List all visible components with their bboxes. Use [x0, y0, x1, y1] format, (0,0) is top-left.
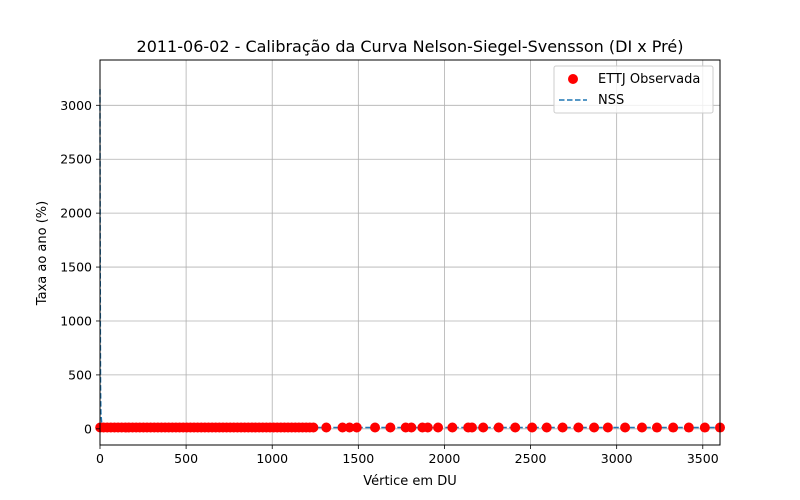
- observed-point: [337, 422, 348, 433]
- y-tick-label: 3000: [60, 98, 92, 113]
- observed-point: [351, 422, 362, 433]
- observed-point: [651, 422, 662, 433]
- x-tick-label: 1500: [342, 451, 374, 466]
- observed-point: [308, 422, 319, 433]
- x-tick-label: 500: [174, 451, 198, 466]
- plot-area-frame: [99, 59, 721, 446]
- observed-point: [385, 422, 396, 433]
- legend-marker-observed: [568, 74, 578, 84]
- y-axis-ticks: 0 500 1000 1500 2000 2500 3000: [60, 98, 100, 436]
- plot-content: [95, 89, 725, 433]
- observed-point: [433, 422, 444, 433]
- y-tick-label: 1000: [60, 313, 92, 328]
- observed-point: [683, 422, 694, 433]
- x-tick-label: 2000: [429, 451, 461, 466]
- observed-point: [527, 422, 538, 433]
- observed-point: [510, 422, 521, 433]
- observed-point: [636, 422, 647, 433]
- x-tick-label: 2500: [515, 451, 547, 466]
- observed-point: [406, 422, 417, 433]
- observed-point: [602, 422, 613, 433]
- observed-point: [493, 422, 504, 433]
- y-tick-label: 0: [84, 421, 92, 436]
- legend: ETTJ Observada NSS: [553, 65, 714, 114]
- y-tick-label: 500: [68, 367, 92, 382]
- y-tick-label: 1500: [60, 260, 92, 275]
- y-tick-label: 2000: [60, 206, 92, 221]
- x-tick-label: 3000: [601, 451, 633, 466]
- observed-point: [344, 422, 355, 433]
- observed-point: [589, 422, 600, 433]
- y-axis-label: Taxa ao ano (%): [35, 201, 50, 306]
- legend-box: [553, 65, 714, 114]
- observed-point: [321, 422, 332, 433]
- x-tick-label: 3500: [687, 451, 719, 466]
- legend-label-observed: ETTJ Observada: [598, 72, 700, 87]
- observed-point: [478, 422, 489, 433]
- x-tick-label: 1000: [256, 451, 288, 466]
- observed-point: [620, 422, 631, 433]
- x-tick-label: 0: [96, 451, 104, 466]
- observed-point: [573, 422, 584, 433]
- observed-point: [541, 422, 552, 433]
- x-axis-label: Vértice em DU: [363, 474, 457, 489]
- x-axis-ticks: 0 500 1000 1500 2000 2500 3000 3500: [96, 445, 719, 466]
- legend-label-nss: NSS: [598, 93, 624, 108]
- observed-point: [447, 422, 458, 433]
- observed-point: [467, 422, 477, 433]
- observed-point: [557, 422, 568, 433]
- y-tick-label: 2500: [60, 152, 92, 167]
- observed-point: [699, 422, 710, 433]
- observed-point: [370, 422, 381, 433]
- observed-points-layer: [95, 422, 725, 433]
- observed-point: [422, 422, 433, 433]
- chart-title: 2011-06-02 - Calibração da Curva Nelson-…: [137, 37, 684, 56]
- observed-point: [668, 422, 679, 433]
